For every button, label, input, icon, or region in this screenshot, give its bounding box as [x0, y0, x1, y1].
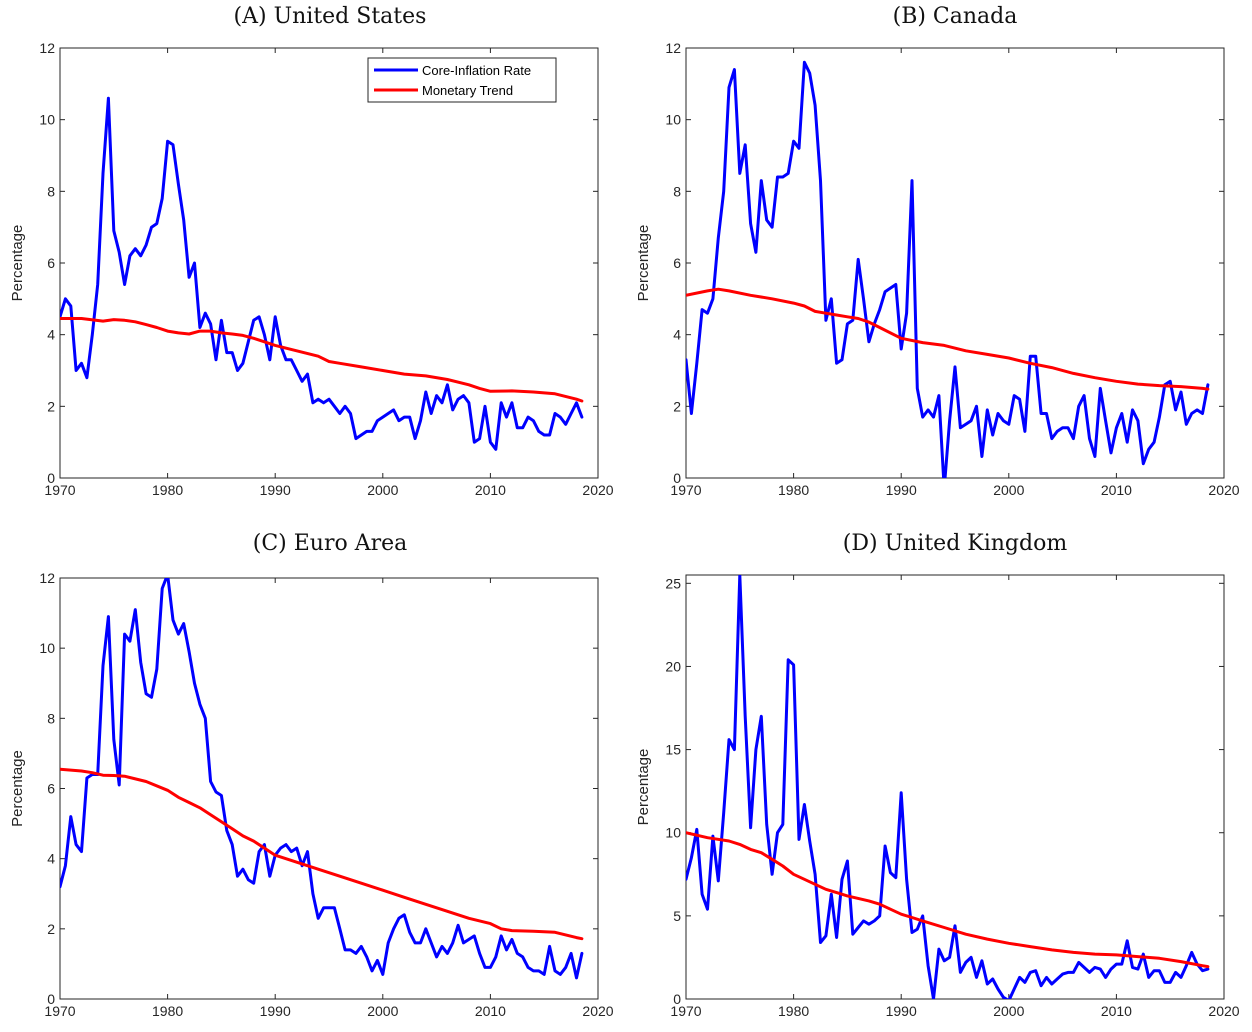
x-tick-label: 2020 [582, 1003, 613, 1019]
series-line-core-inflation-rate [60, 96, 584, 451]
x-tick-label: 2000 [367, 1003, 398, 1019]
x-tick-label: 1990 [260, 482, 291, 498]
y-axis-label: Percentage [635, 749, 652, 826]
x-tick-label: 2020 [582, 482, 613, 498]
y-tick-label: 8 [47, 710, 55, 726]
x-tick-label: 2020 [1208, 1003, 1239, 1019]
y-tick-label: 2 [47, 398, 55, 414]
y-tick-label: 10 [39, 640, 55, 656]
legend-label: Core-Inflation Rate [422, 63, 531, 78]
x-tick-label: 1970 [44, 482, 75, 498]
y-tick-label: 2 [673, 398, 681, 414]
x-tick-label: 2000 [993, 482, 1024, 498]
y-tick-label: 15 [665, 742, 681, 758]
panel-title-canada: (B) Canada [892, 4, 1018, 29]
x-tick-label: 2010 [475, 482, 506, 498]
y-tick-label: 8 [47, 183, 55, 199]
legend-label: Monetary Trend [422, 83, 513, 98]
x-tick-label: 2010 [475, 1003, 506, 1019]
axes-box [685, 47, 1225, 479]
y-tick-label: 8 [673, 183, 681, 199]
x-tick-label: 2000 [993, 1003, 1024, 1019]
x-tick-label: 1970 [670, 1003, 701, 1019]
series-line-monetary-trend [686, 831, 1210, 969]
y-tick-label: 12 [39, 40, 55, 56]
y-axis-label: Percentage [9, 225, 26, 302]
y-tick-label: 4 [47, 851, 55, 867]
y-tick-label: 5 [673, 908, 681, 924]
series-line-monetary-trend [60, 317, 584, 403]
y-tick-label: 0 [673, 470, 681, 486]
y-tick-label: 0 [673, 991, 681, 1007]
y-tick-label: 25 [665, 575, 681, 591]
series-line-core-inflation-rate [686, 60, 1210, 478]
x-tick-label: 1990 [886, 1003, 917, 1019]
x-tick-label: 2020 [1208, 482, 1239, 498]
y-tick-label: 0 [47, 991, 55, 1007]
chart-canada: 1970 1980 1990 2000 2010 2020 0 2 4 6 8 10 12 Percent… [635, 40, 1240, 498]
y-tick-label: 10 [665, 825, 681, 841]
panel-title-uk: (D) United Kingdom [842, 531, 1068, 556]
x-tick-label: 1980 [152, 1003, 183, 1019]
chart-united-kingdom: 1970 1980 1990 2000 2010 2020 0 5 10 15 20 25 Percen… [635, 574, 1240, 1019]
series-line-monetary-trend [686, 287, 1210, 391]
x-tick-label: 1970 [44, 1003, 75, 1019]
x-tick-label: 2010 [1101, 1003, 1132, 1019]
x-tick-label: 1990 [886, 482, 917, 498]
x-tick-label: 1980 [152, 482, 183, 498]
y-tick-label: 20 [665, 658, 681, 674]
series-line-core-inflation-rate [686, 575, 1210, 999]
y-tick-label: 4 [47, 327, 55, 343]
series-line-monetary-trend [60, 767, 584, 941]
y-tick-label: 0 [47, 470, 55, 486]
y-tick-label: 12 [665, 40, 681, 56]
panel-title-us: (A) United States [233, 4, 427, 29]
y-axis-label: Percentage [9, 750, 26, 827]
axes-box [59, 47, 599, 479]
x-tick-label: 2010 [1101, 482, 1132, 498]
y-tick-label: 12 [39, 570, 55, 586]
x-tick-label: 1970 [670, 482, 701, 498]
y-axis-label: Percentage [635, 225, 652, 302]
y-tick-label: 6 [47, 255, 55, 271]
y-tick-label: 10 [39, 112, 55, 128]
chart-united-states: 1970 1980 1990 2000 2010 2020 0 2 4 6 8 10 12 Percent… [9, 40, 614, 498]
y-tick-label: 10 [665, 112, 681, 128]
axes-box [59, 577, 599, 1000]
x-tick-label: 1990 [260, 1003, 291, 1019]
y-tick-label: 6 [673, 255, 681, 271]
chart-euro-area: 1970 1980 1990 2000 2010 2020 0 2 4 6 8 10 12 Percent… [9, 570, 614, 1019]
y-tick-label: 2 [47, 921, 55, 937]
x-tick-label: 2000 [367, 482, 398, 498]
y-tick-label: 6 [47, 781, 55, 797]
series-line-core-inflation-rate [60, 578, 584, 980]
panel-title-euro-area: (C) Euro Area [252, 531, 408, 556]
x-tick-label: 1980 [778, 1003, 809, 1019]
x-tick-label: 1980 [778, 482, 809, 498]
y-tick-label: 4 [673, 327, 681, 343]
axes-box [685, 574, 1225, 1000]
legend: Core-Inflation Rate Monetary Trend [367, 57, 557, 103]
